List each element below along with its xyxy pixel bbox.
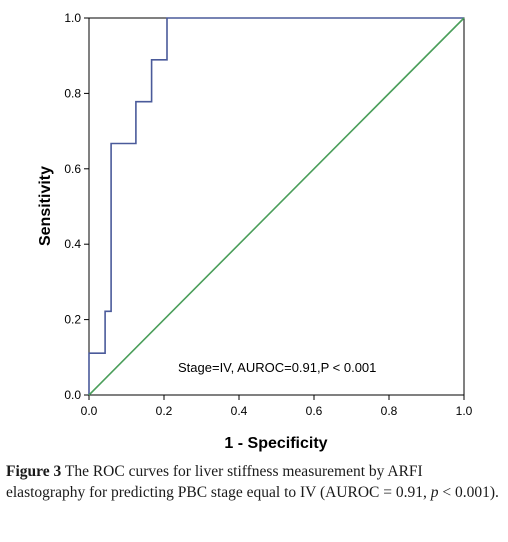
caption-label: Figure 3 bbox=[6, 463, 62, 480]
y-tick-label: 0.2 bbox=[64, 313, 81, 327]
y-tick-label: 1.0 bbox=[64, 11, 81, 25]
x-tick-label: 0.2 bbox=[156, 404, 173, 418]
y-axis-title: Sensitivity bbox=[37, 166, 54, 246]
x-tick-label: 0.4 bbox=[231, 404, 248, 418]
caption-text: The ROC curves for liver stiffness measu… bbox=[6, 463, 431, 501]
x-tick-label: 0.0 bbox=[81, 404, 98, 418]
x-axis: 0.0 0.2 0.4 0.6 0.8 1.0 bbox=[81, 395, 473, 418]
y-axis: 0.0 0.2 0.4 0.6 0.8 1.0 bbox=[64, 11, 89, 402]
caption-p-symbol: p bbox=[430, 484, 439, 501]
x-tick-label: 0.8 bbox=[381, 404, 398, 418]
reference-diagonal-line bbox=[88, 17, 465, 396]
x-tick-label: 0.6 bbox=[306, 404, 323, 418]
y-tick-label: 0.4 bbox=[64, 237, 81, 251]
x-tick-label: 1.0 bbox=[456, 404, 473, 418]
y-tick-label: 0.0 bbox=[64, 388, 81, 402]
y-tick-label: 0.8 bbox=[64, 86, 81, 100]
figure-caption: Figure 3 The ROC curves for liver stiffn… bbox=[6, 461, 504, 503]
roc-chart: 0.0 0.2 0.4 0.6 0.8 1.0 0.0 0.2 0.4 0.6 0.8 1.0 St… bbox=[37, 11, 473, 452]
roc-curve-line bbox=[88, 17, 464, 395]
y-tick-label: 0.6 bbox=[64, 162, 81, 176]
annotation-text: Stage=IV, AUROC=0.91,P < 0.001 bbox=[178, 360, 376, 375]
x-axis-title: 1 - Specificity bbox=[224, 435, 327, 452]
caption-p-text: < 0.001). bbox=[438, 484, 499, 501]
series-layer bbox=[88, 17, 465, 396]
